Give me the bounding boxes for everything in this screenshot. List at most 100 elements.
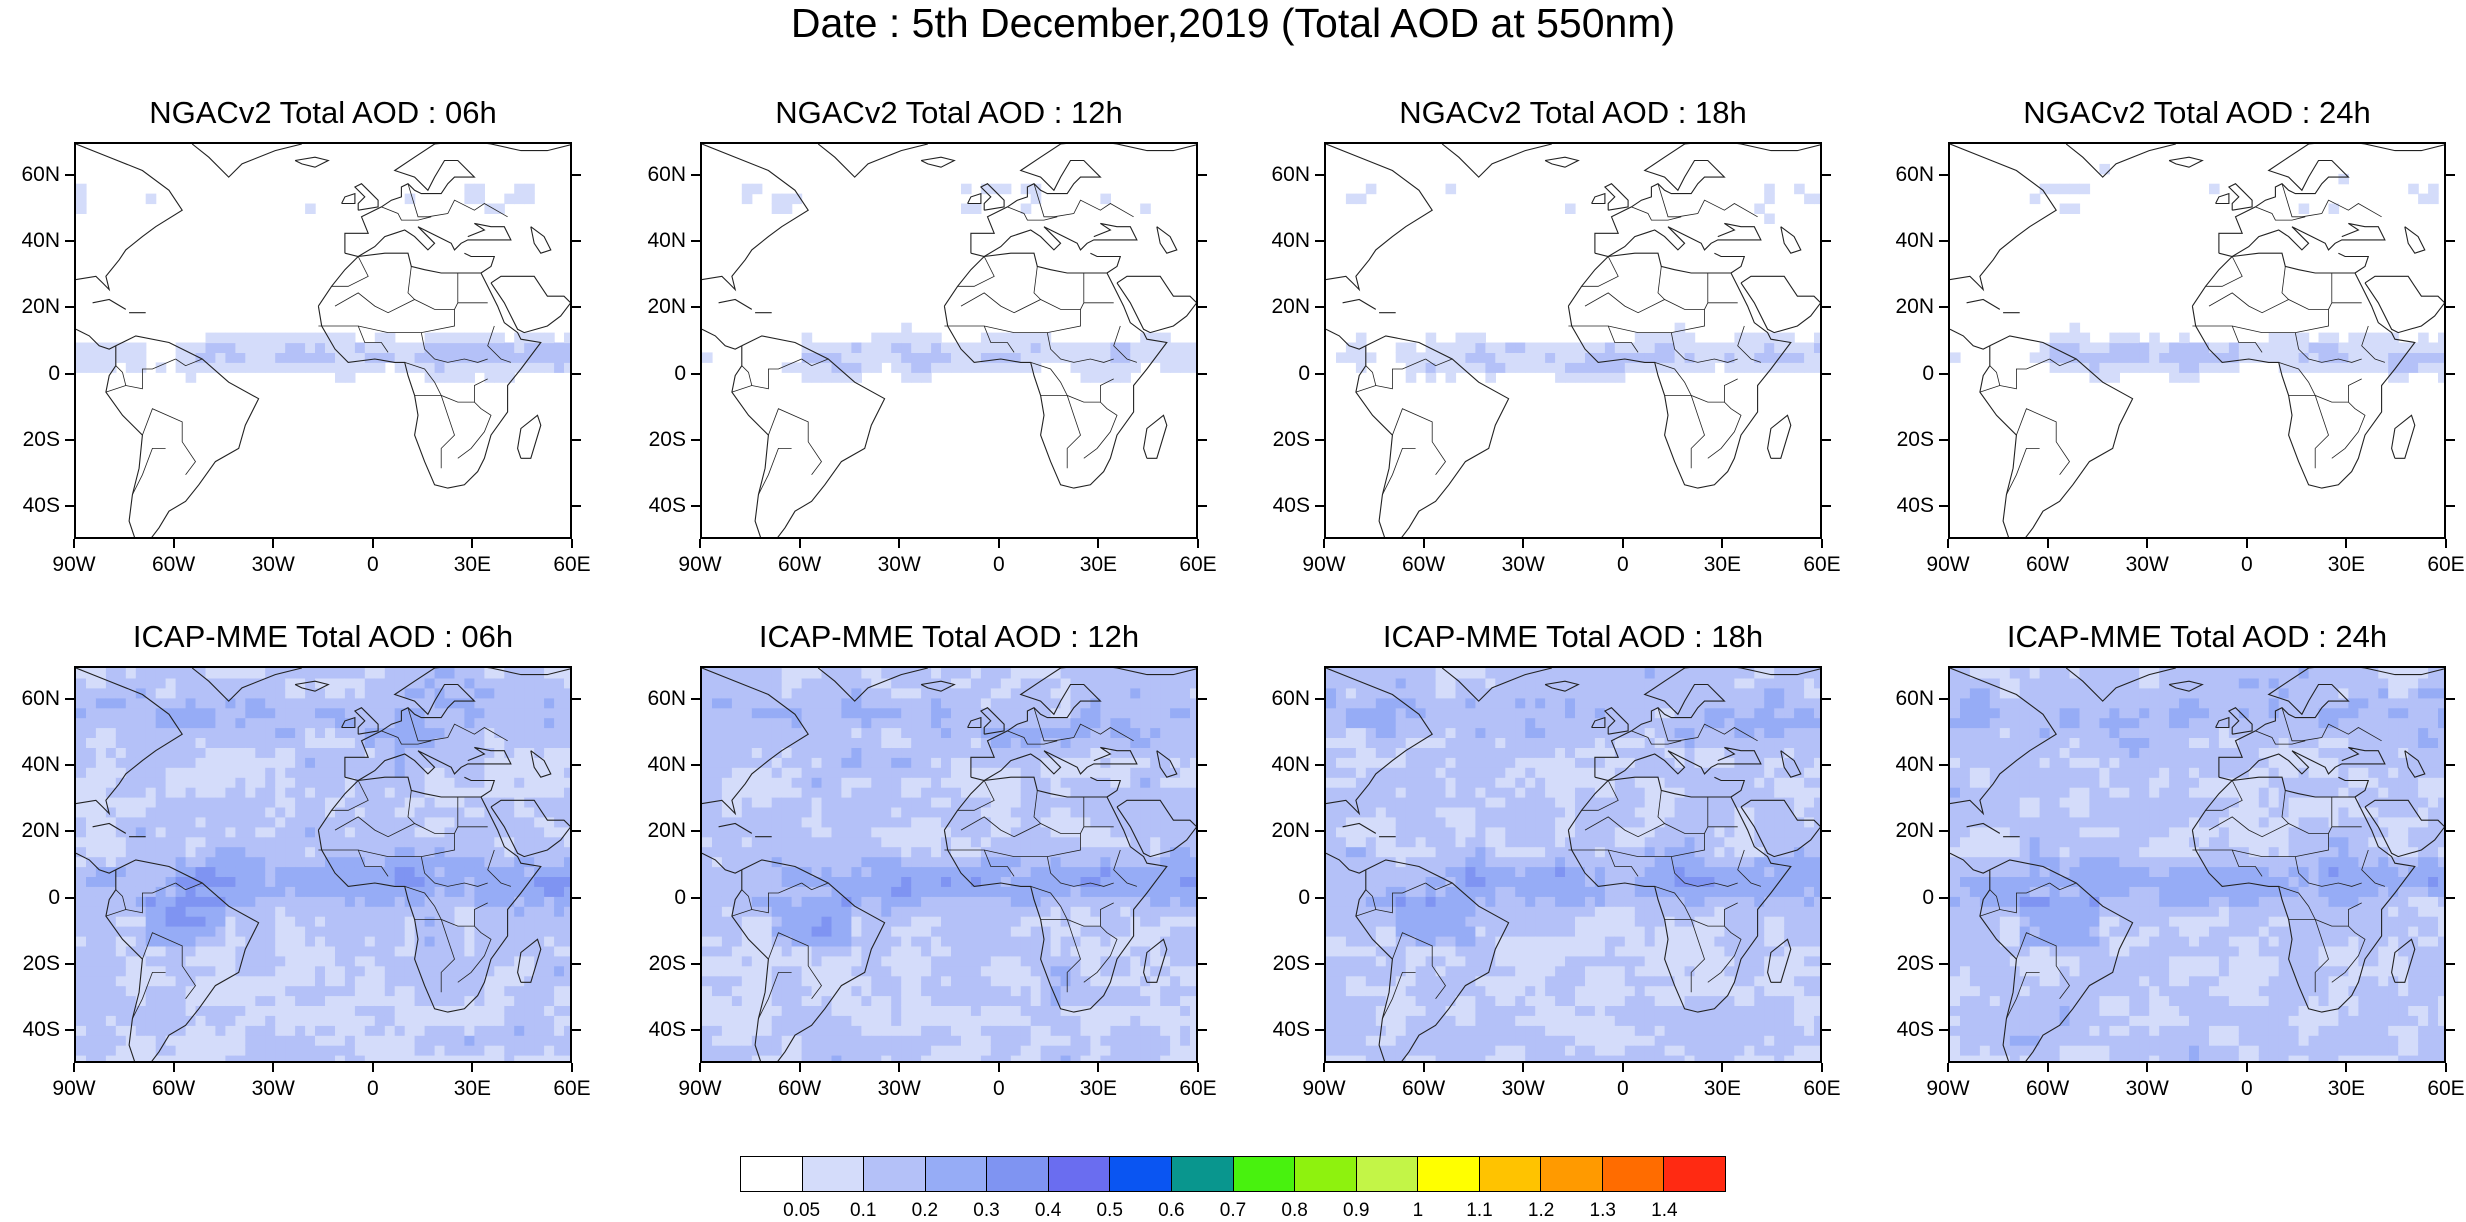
lon-tick (699, 539, 701, 548)
lat-tick (65, 306, 74, 309)
lon-tick (1097, 1063, 1100, 1072)
lat-tick (572, 438, 581, 441)
country-border (414, 918, 455, 993)
country-border (2208, 292, 2329, 314)
country-border (407, 183, 508, 218)
lon-tick (997, 539, 1000, 548)
country-border (357, 849, 389, 877)
colorbar-swatch (1479, 1157, 1542, 1191)
country-border (487, 849, 512, 887)
lat-tick (65, 1028, 74, 1031)
coastline (1594, 144, 1820, 254)
country-border (2049, 882, 2077, 891)
coastline (970, 222, 1138, 258)
lat-tick-label: 0 (674, 885, 686, 909)
lat-tick-label: 20N (1271, 295, 1310, 319)
country-border (2294, 332, 2362, 363)
lat-tick-label: 20N (647, 819, 686, 843)
lat-tick (2446, 240, 2455, 243)
lon-tick-label: 30E (453, 1077, 492, 1100)
lat-tick (572, 504, 581, 507)
map-panel-icap-mme-24h: ICAP-MME Total AOD : 24h 60N 40N 20N 0 20S 40S… (1895, 616, 2464, 1100)
coastline (1979, 859, 2134, 1061)
coastline (1603, 183, 1629, 211)
lon-tick (1422, 539, 1425, 548)
colorbar-swatch (1541, 1157, 1603, 1191)
lat-tick (2446, 306, 2455, 309)
lon-tick (2245, 539, 2248, 548)
lon-tick (1422, 1063, 1425, 1072)
country-border (1657, 790, 1665, 824)
lat-tick (1939, 962, 1948, 965)
country-border (1392, 408, 1446, 476)
lon-tick (898, 1063, 901, 1072)
coastline (702, 328, 743, 350)
country-border (105, 882, 176, 917)
lat-tick (1822, 504, 1831, 507)
lat-tick (1198, 698, 1207, 701)
lat-tick (65, 438, 74, 441)
lat-tick (1822, 830, 1831, 833)
coastline (817, 144, 928, 178)
country-border (2205, 780, 2243, 811)
lat-tick (1939, 1028, 1948, 1031)
lon-tick-label: 30E (1079, 553, 1118, 576)
lat-tick (1939, 240, 1948, 243)
coastline (344, 144, 570, 254)
coastline (1767, 414, 1792, 459)
lon-tick-label: 0 (366, 1077, 379, 1100)
coastline (1143, 938, 1168, 983)
coastline (353, 707, 379, 735)
lon-tick (798, 1063, 801, 1072)
lat-tick (1315, 372, 1324, 375)
coastline (718, 822, 753, 834)
lat-tick (2446, 372, 2455, 375)
lon-tick-label: 90W (1302, 553, 1346, 576)
lat-tick (1939, 504, 1948, 507)
lat-tick (572, 1028, 581, 1031)
map-panel-ngacv2-12h: NGACv2 Total AOD : 12h 60N 40N 20N 0 20S 40S 90… (647, 92, 1216, 576)
coastline (970, 144, 1196, 254)
country-border (407, 707, 508, 742)
country-border (2281, 183, 2382, 218)
aod-field (702, 144, 1196, 537)
coastline (76, 852, 117, 874)
lat-tick (1822, 962, 1831, 965)
coastline (2218, 668, 2444, 778)
country-border (2006, 971, 2040, 1019)
coastline (943, 776, 1168, 1013)
lat-tick (1822, 438, 1831, 441)
panel-title: ICAP-MME Total AOD : 18h (1382, 619, 1764, 654)
lat-tick-label: 40N (647, 229, 686, 253)
panel-title: ICAP-MME Total AOD : 24h (2006, 619, 2388, 654)
lon-tick-label: 90W (52, 553, 96, 576)
lat-tick (1198, 240, 1207, 243)
coastline (2218, 222, 2386, 258)
country-border (1979, 882, 2050, 917)
coastline (341, 192, 356, 205)
country-border (2016, 932, 2070, 1000)
coastline (92, 822, 127, 834)
lat-tick (572, 372, 581, 375)
country-border (983, 849, 1015, 877)
country-border (142, 932, 196, 1000)
lat-tick (1939, 438, 1948, 441)
lat-tick-label: 0 (1922, 361, 1934, 385)
lon-tick (898, 539, 901, 548)
lon-tick (471, 1063, 474, 1072)
lon-tick-label: 90W (678, 553, 722, 576)
lat-tick-label: 60N (647, 687, 686, 711)
lat-tick (1939, 830, 1948, 833)
lat-tick (65, 698, 74, 701)
country-border (457, 401, 492, 459)
coastline (920, 156, 956, 168)
lat-tick (691, 240, 700, 243)
coastline (2391, 414, 2416, 459)
coastline (2065, 144, 2176, 178)
coastline (1594, 222, 1762, 258)
country-border (983, 325, 1015, 353)
coastline (2215, 716, 2230, 729)
country-border (1631, 206, 1682, 221)
lon-tick-label: 60E (1803, 1077, 1841, 1100)
lon-tick-label: 30E (1703, 553, 1742, 576)
